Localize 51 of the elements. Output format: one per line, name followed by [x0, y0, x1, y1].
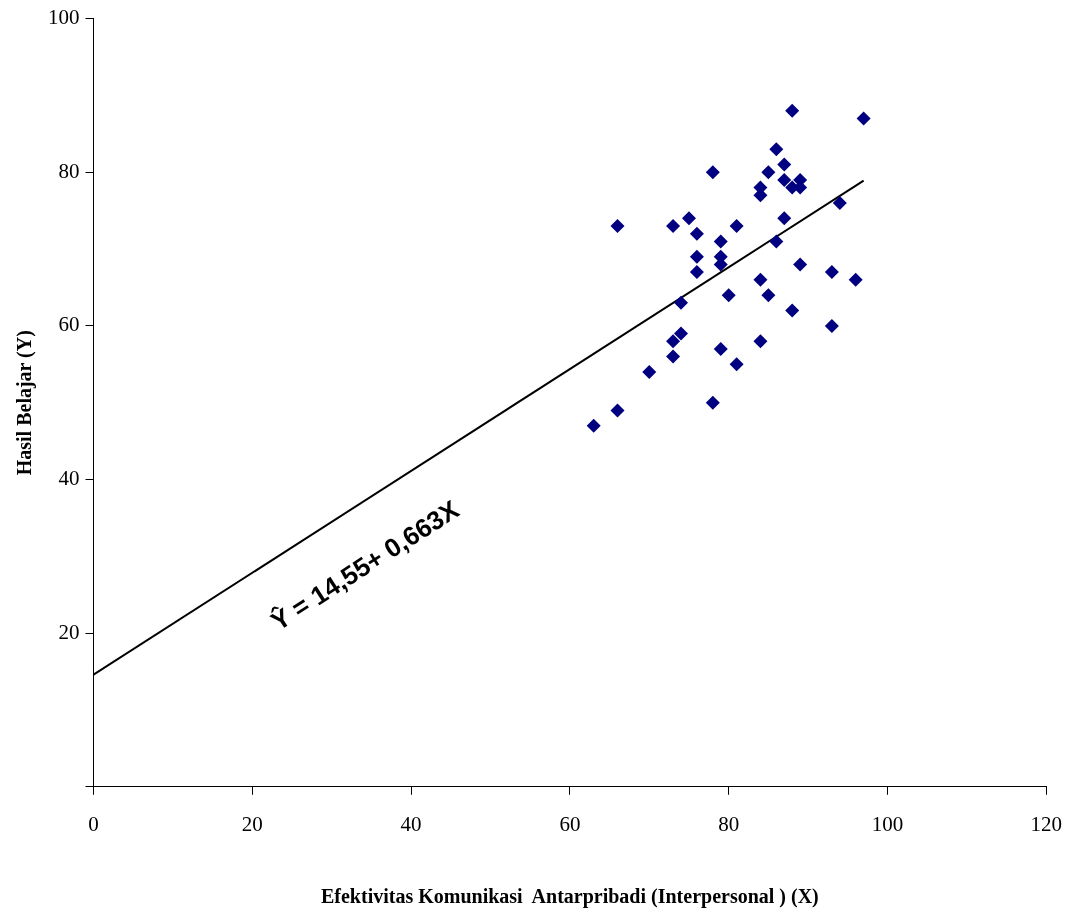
point [610, 219, 625, 234]
x-tick-label: 40 [400, 811, 422, 836]
point [785, 103, 800, 118]
y-tick-label: 100 [48, 5, 80, 30]
point [689, 249, 704, 264]
point [761, 288, 776, 303]
point [666, 219, 681, 234]
y-axis-title: Hasil Belajar (Y) [13, 330, 37, 476]
point [674, 326, 689, 341]
x-axis-title: Efektivitas Komunikasi Antarpribadi (Interpersonal ) (X) [320, 885, 819, 909]
point [705, 165, 720, 180]
point [729, 357, 744, 372]
point [681, 211, 696, 226]
point [666, 334, 681, 349]
point [848, 272, 863, 287]
point [689, 265, 704, 280]
point [856, 111, 871, 126]
point [824, 265, 839, 280]
point [793, 257, 808, 272]
y-tick-label: 80 [58, 158, 80, 183]
x-tick-label: 100 [871, 811, 904, 836]
point [769, 142, 784, 157]
y-tick-label: 60 [58, 312, 80, 337]
point [832, 195, 847, 210]
y-tick-label: 40 [58, 466, 80, 491]
point [777, 172, 792, 187]
x-tick-label: 0 [88, 811, 99, 836]
point [729, 219, 744, 234]
point [642, 364, 657, 379]
point [721, 288, 736, 303]
point [753, 334, 768, 349]
x-tick-label: 60 [559, 811, 581, 836]
point [713, 341, 728, 356]
point [769, 234, 784, 249]
x-tick-label: 20 [241, 811, 263, 836]
point [824, 318, 839, 333]
point [753, 272, 768, 287]
x-tick-label: 80 [718, 811, 740, 836]
point [705, 395, 720, 410]
point [674, 295, 689, 310]
point [689, 226, 704, 241]
point [777, 211, 792, 226]
y-tick-label: 20 [58, 619, 80, 644]
point [761, 165, 776, 180]
x-tick-label: 120 [1030, 811, 1062, 836]
point [785, 303, 800, 318]
point [586, 418, 601, 433]
point [777, 157, 792, 172]
point [713, 234, 728, 249]
point [610, 403, 625, 418]
point [666, 349, 681, 364]
